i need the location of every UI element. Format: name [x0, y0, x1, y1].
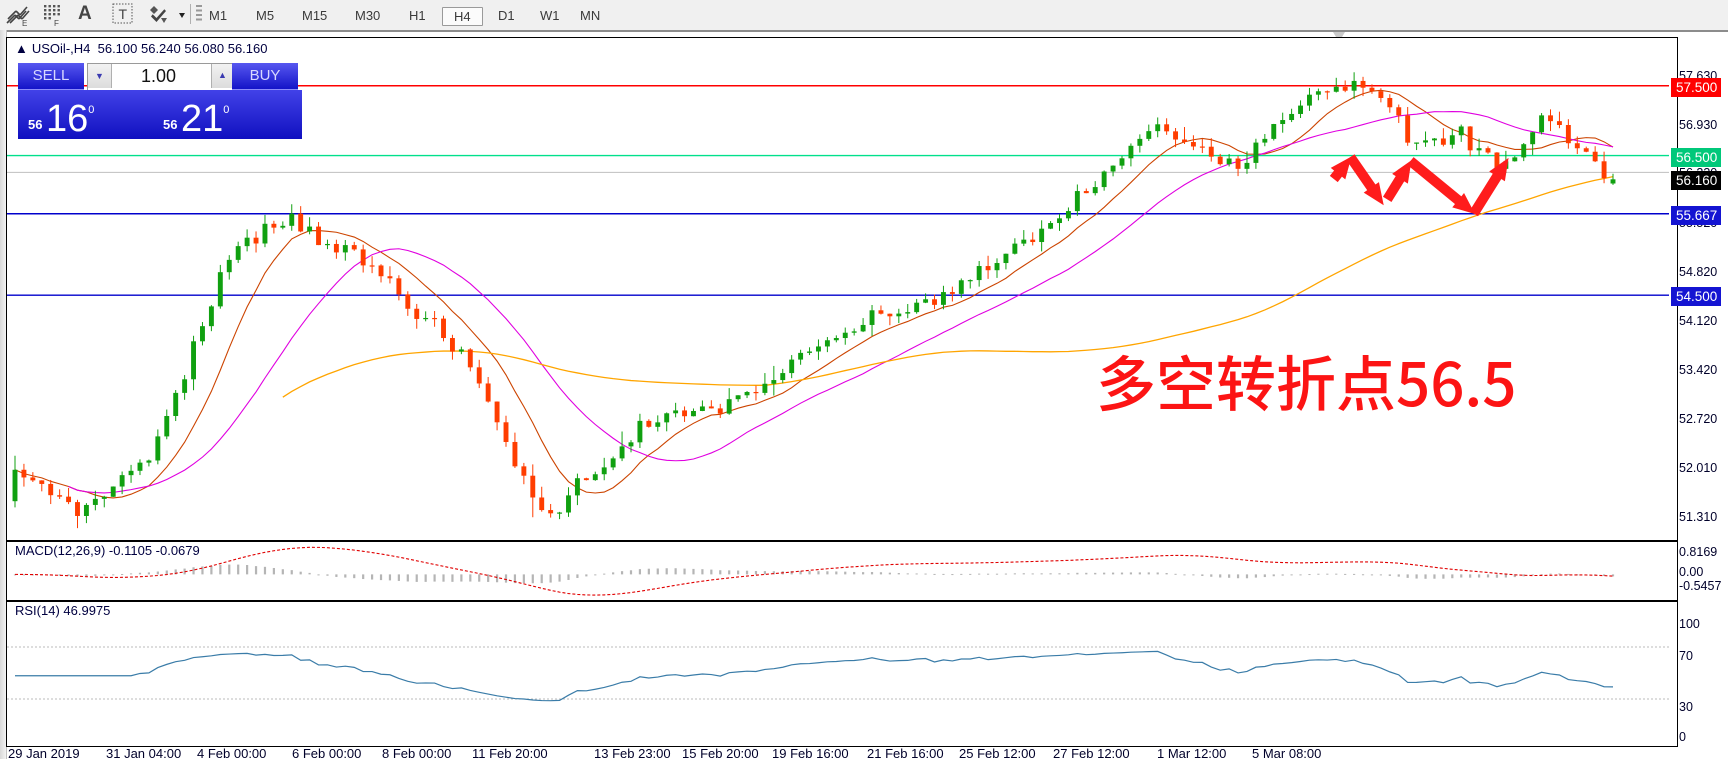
svg-text:E: E [22, 19, 27, 27]
svg-text:F: F [54, 19, 59, 27]
svg-text:T: T [119, 6, 128, 22]
